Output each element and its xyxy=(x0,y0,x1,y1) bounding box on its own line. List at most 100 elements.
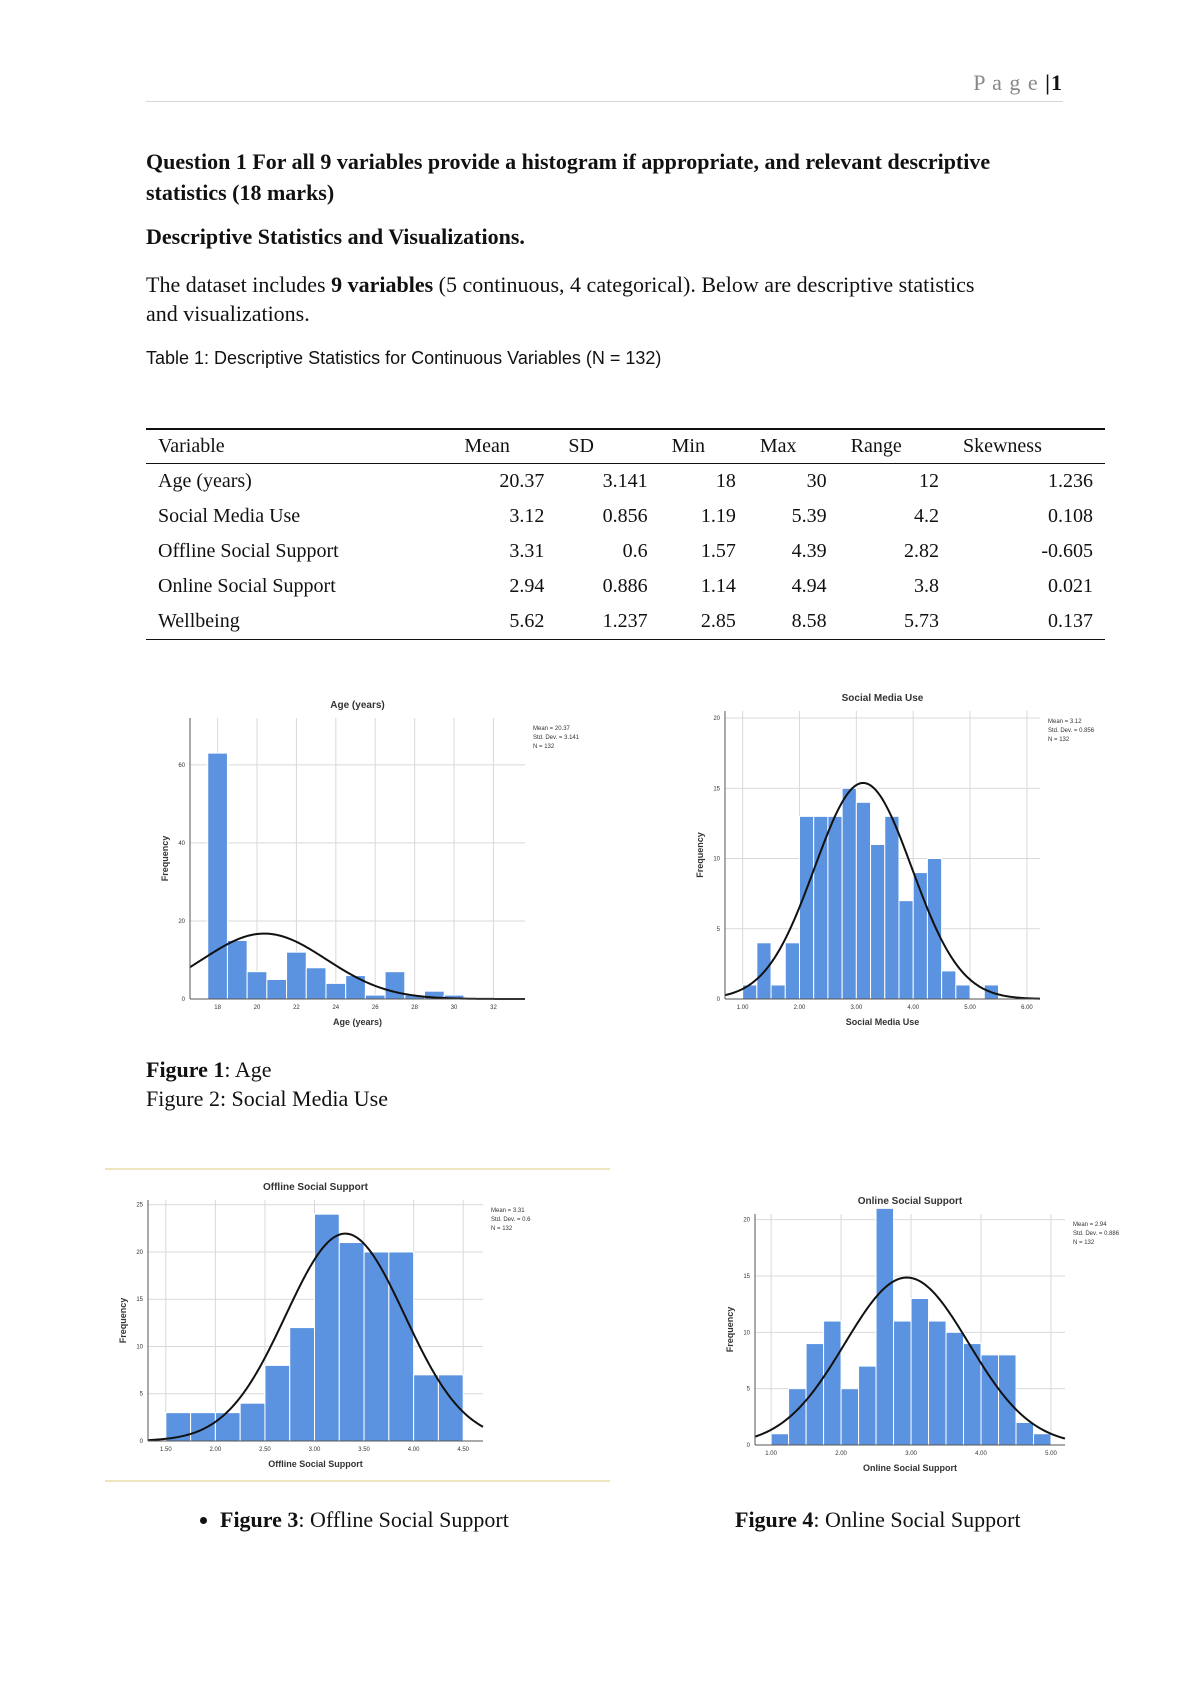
table-cell: 8.58 xyxy=(747,604,839,640)
x-tick-label: 3.00 xyxy=(851,1005,863,1011)
bar xyxy=(855,801,872,1000)
figure: Social Media Use 0 5 10 15 20 1.00 2.00 3.00 4.00… xyxy=(695,693,1095,1027)
stats-label: Std. Dev. = xyxy=(533,735,563,741)
bar xyxy=(207,752,228,1000)
x-tick-label: 5.00 xyxy=(964,1005,976,1011)
stats-value: 2.94 xyxy=(1095,1222,1107,1228)
y-axis-label: Frequency xyxy=(695,832,705,878)
y-tick-label: 20 xyxy=(178,919,185,925)
bar xyxy=(893,1320,912,1446)
table-cell: Online Social Support xyxy=(158,575,336,597)
x-tick-label: 20 xyxy=(254,1005,261,1011)
stats-label: Std. Dev. = xyxy=(491,1217,521,1223)
figure-frame xyxy=(105,1168,610,1482)
x-axis-label: Offline Social Support xyxy=(268,1459,363,1469)
y-tick-label: 25 xyxy=(136,1203,143,1209)
y-axis-label: Frequency xyxy=(725,1307,735,1353)
stats-value: 132 xyxy=(1084,1240,1095,1246)
caption-label: Figure 4 xyxy=(735,1507,814,1532)
column-header: Skewness xyxy=(950,428,1105,464)
table-cell: 3.31 xyxy=(509,540,545,562)
stats-label: N = xyxy=(533,744,543,750)
x-tick-label: 32 xyxy=(490,1005,497,1011)
stats-entry: Mean = 3.12 xyxy=(1048,719,1082,725)
y-tick-label: 5 xyxy=(717,927,721,933)
y-axis-label: Frequency xyxy=(160,836,170,882)
figure-title: Online Social Support xyxy=(858,1196,963,1207)
bar xyxy=(264,1364,291,1442)
column-header: Range xyxy=(838,428,951,464)
bar xyxy=(841,787,857,1000)
table-cell: 1.14 xyxy=(700,575,736,597)
x-tick-label: 3.00 xyxy=(309,1447,321,1453)
table-cell: 0.886 xyxy=(602,575,648,597)
y-tick-label: 15 xyxy=(136,1297,143,1303)
table-cell: 1.19 xyxy=(700,505,736,527)
x-tick-label: 4.50 xyxy=(457,1447,469,1453)
table-cell: Wellbeing xyxy=(146,604,453,640)
bar xyxy=(1033,1433,1052,1446)
bar xyxy=(813,815,829,1000)
stats-entry: N = 132 xyxy=(533,744,555,750)
x-tick-label: 6.00 xyxy=(1021,1005,1033,1011)
paragraph: The dataset includes 9 variables (5 cont… xyxy=(146,270,1006,328)
page-label: P a g e xyxy=(973,70,1039,95)
bar xyxy=(226,939,248,1000)
table-cell: 2.94 xyxy=(509,575,545,597)
table-cell: 0.108 xyxy=(1048,505,1093,527)
table-cell: 3.12 xyxy=(509,505,545,527)
x-tick-label: 30 xyxy=(451,1005,458,1011)
stats-value: 132 xyxy=(1059,737,1070,743)
x-tick-label: 18 xyxy=(214,1005,221,1011)
figure: Online Social Support 0 5 10 15 20 1.00 2.00 3.0… xyxy=(725,1196,1120,1473)
y-axis-label: Frequency xyxy=(118,1298,128,1344)
bar xyxy=(823,1320,842,1446)
figure: Offline Social Support 0 5 10 15 20 25 1.50 2.00… xyxy=(118,1182,531,1469)
figure-title: Offline Social Support xyxy=(263,1182,369,1193)
bar xyxy=(413,1374,439,1442)
y-tick-label: 5 xyxy=(747,1387,751,1393)
y-tick-label: 10 xyxy=(713,857,720,863)
stats-value: 132 xyxy=(502,1226,513,1232)
stats-entry: N = 132 xyxy=(491,1226,513,1232)
stats-label: Std. Dev. = xyxy=(1073,1231,1103,1237)
table-row: Age (years) 20.37 3.141 18 30 12 1.236 xyxy=(146,464,1105,500)
table-cell: 2.82 xyxy=(903,540,939,562)
table-cell: 5.73 xyxy=(838,604,951,640)
figure: Age (years) 0 20 40 60 18 20 22 24 26 28 30 32 Age (y… xyxy=(160,700,580,1027)
bar xyxy=(286,951,307,1000)
stats-entry: Mean = 3.31 xyxy=(491,1208,525,1214)
x-tick-label: 24 xyxy=(332,1005,339,1011)
separator: | xyxy=(1045,70,1051,95)
stats-label: Mean = xyxy=(533,726,554,732)
bar xyxy=(363,1251,390,1442)
caption-list: Figure 3: Offline Social Support xyxy=(185,1505,509,1534)
table-cell: -0.605 xyxy=(1041,540,1093,562)
stats-value: 3.141 xyxy=(564,735,580,741)
column-header: Mean xyxy=(452,428,557,464)
x-tick-label: 1.50 xyxy=(160,1447,172,1453)
stats-entry: Mean = 20.37 xyxy=(533,726,571,732)
y-tick-label: 60 xyxy=(178,763,185,769)
table-cell: 1.237 xyxy=(556,604,660,640)
bar xyxy=(884,815,900,1000)
bar xyxy=(214,1412,241,1442)
x-tick-label: 28 xyxy=(411,1005,418,1011)
table-cell: 30 xyxy=(806,470,827,492)
x-tick-label: 4.00 xyxy=(408,1447,420,1453)
table-cell: 0.856 xyxy=(602,505,648,527)
table-cell: 1.57 xyxy=(700,540,736,562)
column-header: Max xyxy=(747,428,839,464)
x-axis-label: Social Media Use xyxy=(846,1017,920,1027)
table-caption: Table 1: Descriptive Statistics for Cont… xyxy=(146,348,662,368)
stats-label: N = xyxy=(1073,1240,1083,1246)
stats-value: 0.886 xyxy=(1104,1231,1120,1237)
column-header: Min xyxy=(659,428,748,464)
header-rule xyxy=(146,101,1063,102)
y-tick-label: 5 xyxy=(140,1392,144,1398)
bar xyxy=(770,984,786,1000)
stats-label: N = xyxy=(1048,737,1058,743)
table-cell: 4.94 xyxy=(791,575,827,597)
bar xyxy=(770,1433,790,1446)
table-cell: Age (years) xyxy=(158,470,252,492)
